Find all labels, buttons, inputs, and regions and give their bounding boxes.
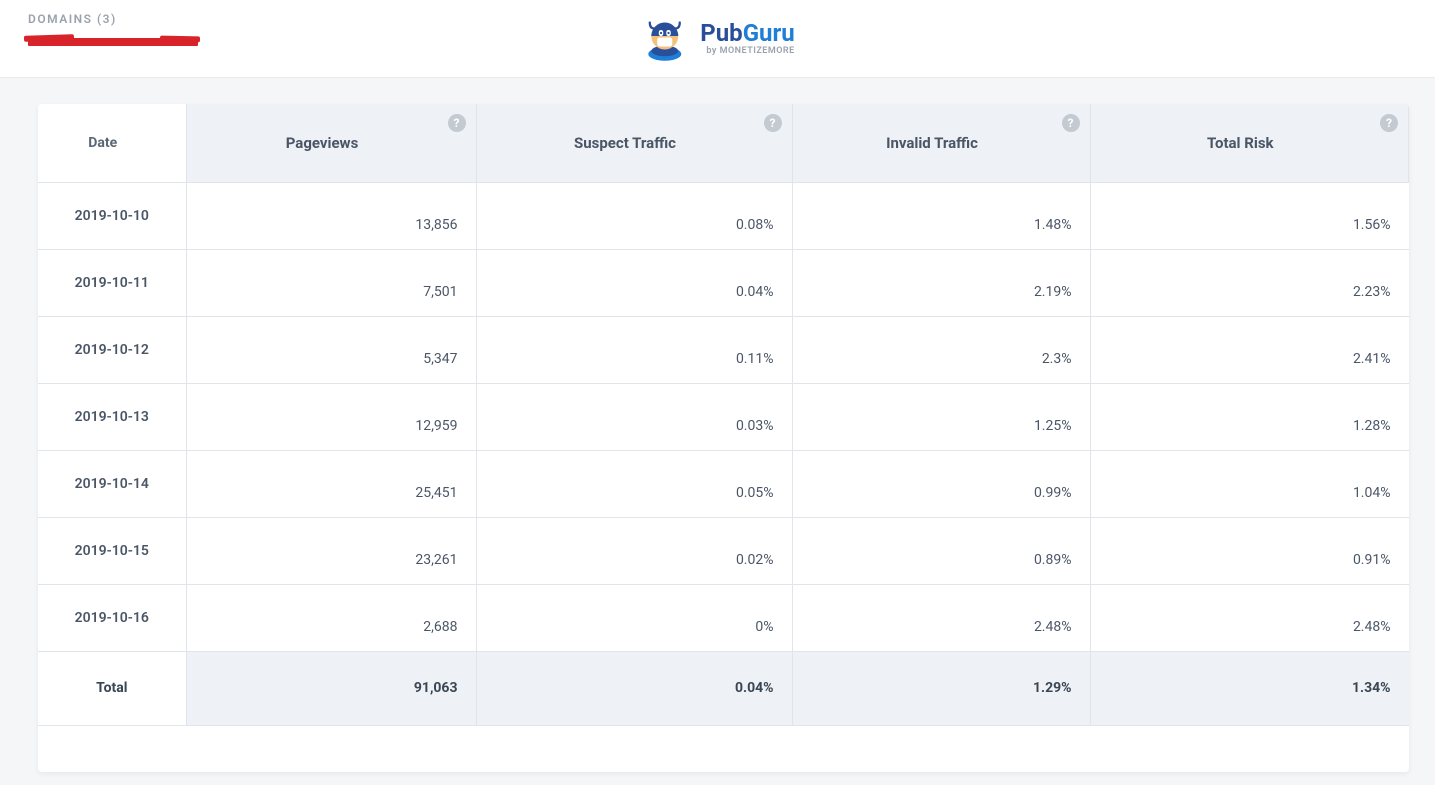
cell-invalid: 2.3%: [792, 316, 1090, 383]
domains-label: DOMAINS (3): [28, 12, 260, 26]
cell-invalid: 1.25%: [792, 383, 1090, 450]
cell-pageviews: 23,261: [186, 517, 476, 584]
cell-risk: 1.56%: [1090, 182, 1409, 249]
cell-invalid: 2.19%: [792, 249, 1090, 316]
domains-selector[interactable]: DOMAINS (3): [0, 0, 260, 46]
col-header-date-label: Date: [38, 135, 168, 151]
cell-suspect: 0.02%: [476, 517, 792, 584]
cell-date: 2019-10-11: [38, 249, 186, 316]
col-header-invalid-label: Invalid Traffic: [793, 134, 1072, 152]
cell-pageviews: 7,501: [186, 249, 476, 316]
cell-total-risk: 1.34%: [1090, 651, 1409, 725]
help-icon[interactable]: ?: [448, 114, 466, 132]
cell-pageviews: 12,959: [186, 383, 476, 450]
cell-pageviews: 25,451: [186, 450, 476, 517]
brand[interactable]: PubGuru by MONETIZEMORE: [640, 15, 794, 63]
domain-redacted: [28, 38, 198, 46]
col-header-invalid-traffic[interactable]: Invalid Traffic ?: [792, 104, 1090, 182]
cell-risk: 0.91%: [1090, 517, 1409, 584]
col-header-pageviews[interactable]: Pageviews ?: [186, 104, 476, 182]
brand-title-guru: Guru: [743, 19, 795, 47]
help-icon[interactable]: ?: [764, 114, 782, 132]
col-header-suspect-traffic[interactable]: Suspect Traffic ?: [476, 104, 792, 182]
traffic-table-card: Date Pageviews ? Suspect Traffic ? Inval…: [38, 104, 1409, 772]
cell-date: 2019-10-14: [38, 450, 186, 517]
cell-risk: 2.41%: [1090, 316, 1409, 383]
cell-total-suspect: 0.04%: [476, 651, 792, 725]
traffic-table: Date Pageviews ? Suspect Traffic ? Inval…: [38, 104, 1409, 726]
cell-date: 2019-10-15: [38, 517, 186, 584]
cell-invalid: 2.48%: [792, 584, 1090, 651]
table-header-row: Date Pageviews ? Suspect Traffic ? Inval…: [38, 104, 1409, 182]
help-icon[interactable]: ?: [1380, 114, 1398, 132]
cell-date: 2019-10-13: [38, 383, 186, 450]
pubguru-logo-icon: [640, 15, 688, 63]
cell-invalid: 1.48%: [792, 182, 1090, 249]
table-row: 2019-10-1013,8560.08%1.48%1.56%: [38, 182, 1409, 249]
cell-invalid: 0.89%: [792, 517, 1090, 584]
cell-suspect: 0.04%: [476, 249, 792, 316]
cell-pageviews: 2,688: [186, 584, 476, 651]
table-row: 2019-10-1312,9590.03%1.25%1.28%: [38, 383, 1409, 450]
cell-total-invalid: 1.29%: [792, 651, 1090, 725]
cell-risk: 1.04%: [1090, 450, 1409, 517]
cell-date: 2019-10-16: [38, 584, 186, 651]
col-header-pageviews-label: Pageviews: [187, 134, 458, 152]
cell-invalid: 0.99%: [792, 450, 1090, 517]
col-header-total-risk[interactable]: Total Risk ?: [1090, 104, 1409, 182]
table-row: 2019-10-1425,4510.05%0.99%1.04%: [38, 450, 1409, 517]
brand-subtitle: by MONETIZEMORE: [700, 47, 794, 56]
col-header-suspect-label: Suspect Traffic: [477, 134, 774, 152]
table-row: 2019-10-1523,2610.02%0.89%0.91%: [38, 517, 1409, 584]
col-header-risk-label: Total Risk: [1091, 134, 1391, 152]
cell-risk: 1.28%: [1090, 383, 1409, 450]
cell-suspect: 0.08%: [476, 182, 792, 249]
cell-suspect: 0.11%: [476, 316, 792, 383]
cell-pageviews: 5,347: [186, 316, 476, 383]
help-icon[interactable]: ?: [1062, 114, 1080, 132]
cell-date: 2019-10-12: [38, 316, 186, 383]
brand-text: PubGuru by MONETIZEMORE: [700, 21, 794, 56]
table-total-row: Total91,0630.04%1.29%1.34%: [38, 651, 1409, 725]
cell-total-label: Total: [38, 651, 186, 725]
cell-risk: 2.23%: [1090, 249, 1409, 316]
table-row: 2019-10-117,5010.04%2.19%2.23%: [38, 249, 1409, 316]
cell-date: 2019-10-10: [38, 182, 186, 249]
cell-pageviews: 13,856: [186, 182, 476, 249]
cell-total-pageviews: 91,063: [186, 651, 476, 725]
cell-suspect: 0.03%: [476, 383, 792, 450]
cell-suspect: 0%: [476, 584, 792, 651]
cell-risk: 2.48%: [1090, 584, 1409, 651]
topbar: DOMAINS (3) PubGuru by MONETIZEM: [0, 0, 1435, 78]
brand-title-pub: Pub: [700, 19, 742, 47]
col-header-date[interactable]: Date: [38, 104, 186, 182]
table-row: 2019-10-162,6880%2.48%2.48%: [38, 584, 1409, 651]
cell-suspect: 0.05%: [476, 450, 792, 517]
table-row: 2019-10-125,3470.11%2.3%2.41%: [38, 316, 1409, 383]
brand-title: PubGuru: [700, 21, 794, 45]
